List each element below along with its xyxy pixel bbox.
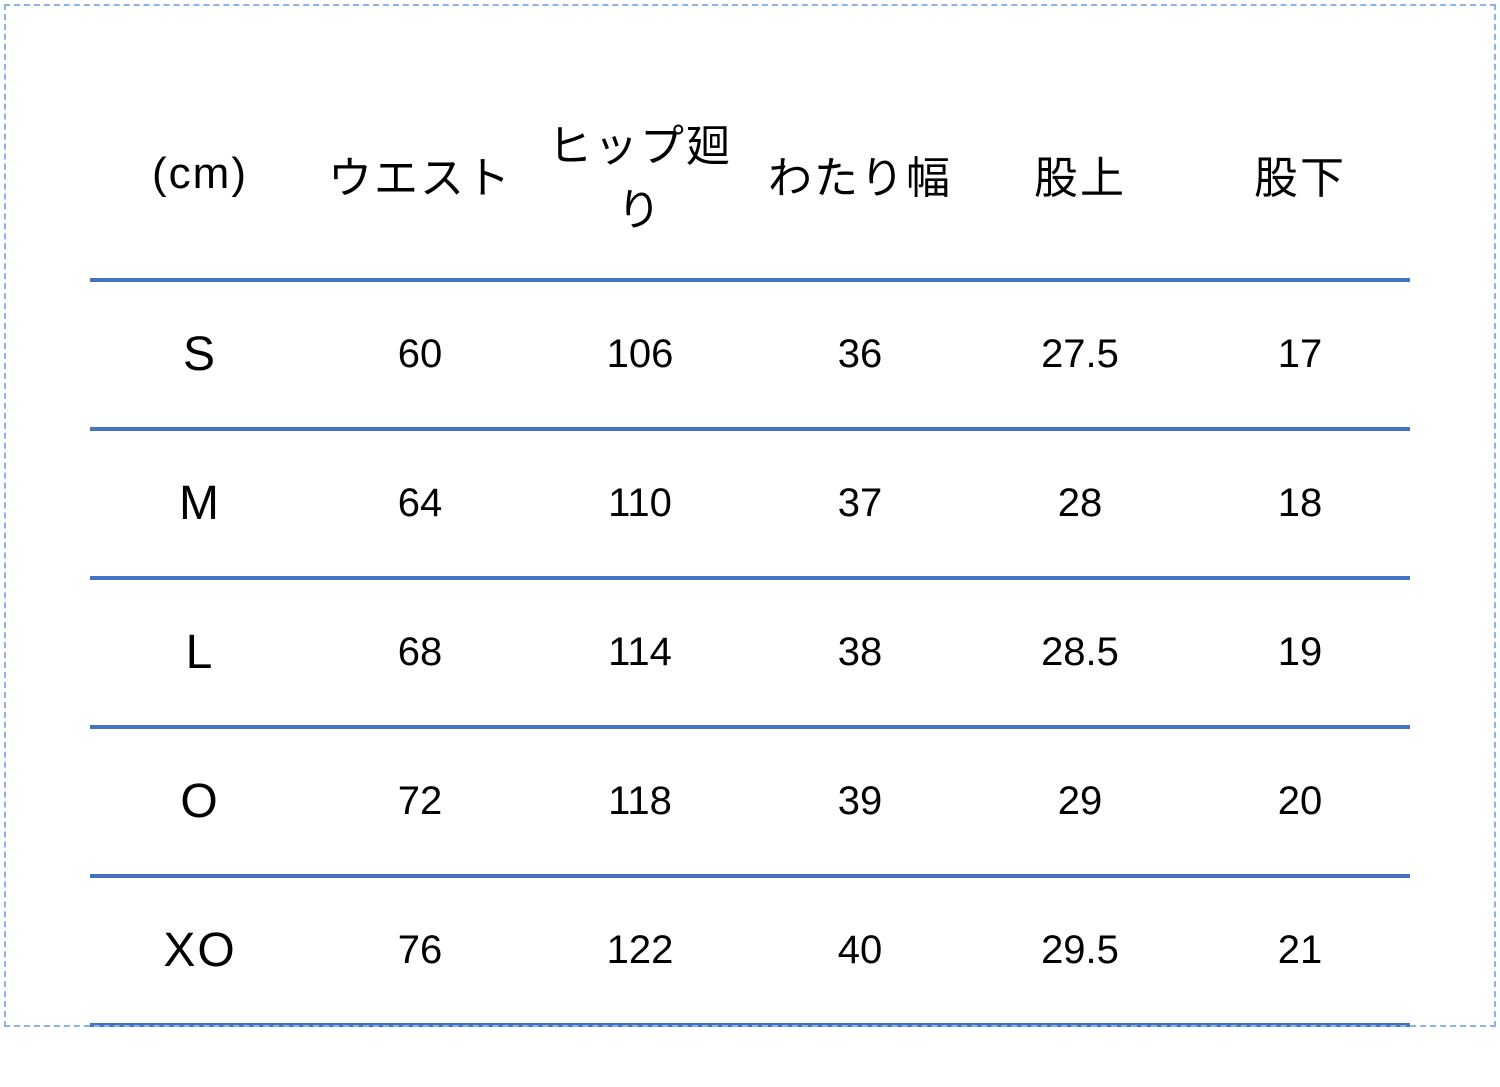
dashed-frame bbox=[4, 4, 1496, 1027]
